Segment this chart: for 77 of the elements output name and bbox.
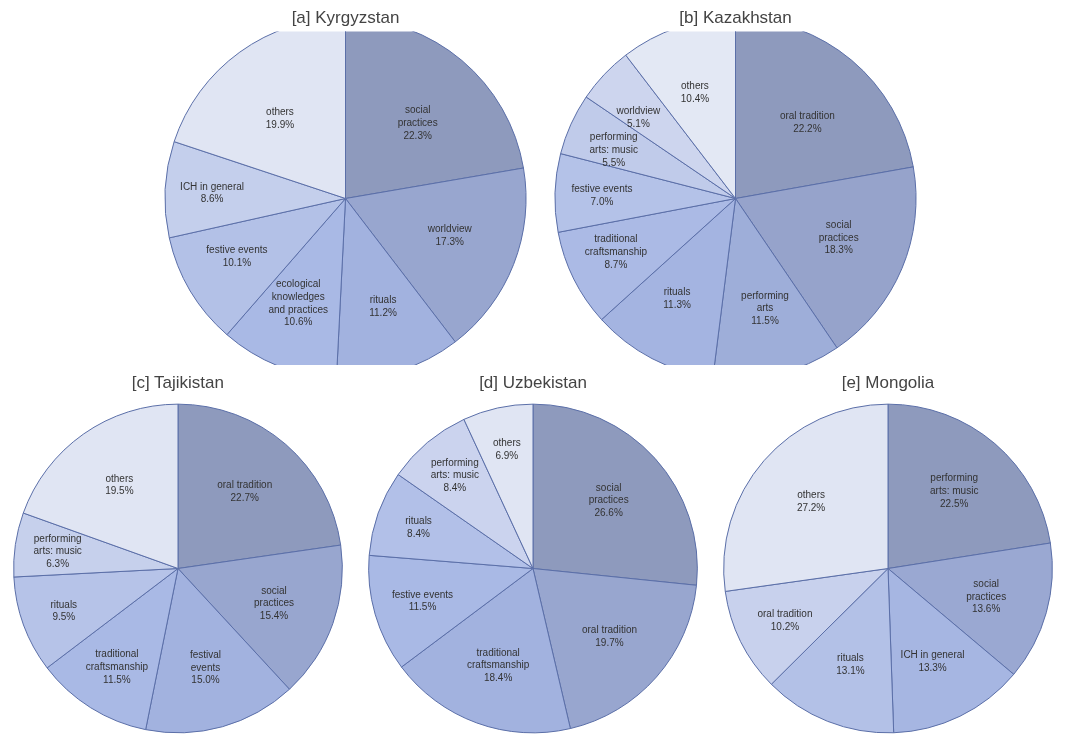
slice-label: social practices [254,584,295,609]
data-label: 8.4% [443,481,467,493]
slice-label: festive events [571,182,633,194]
slice-label: traditional craftsmanship [467,646,530,671]
slice-label: festive events [391,588,454,600]
data-label: 22.5% [940,497,969,509]
data-label: 9.5% [52,611,76,623]
data-label: 8.4% [407,528,431,540]
slice-label: others [105,472,134,484]
slice-label: social practices [397,104,438,128]
slice-label: others [266,105,294,117]
data-label: 15.4% [259,609,289,621]
slice-label: ICH in general [180,180,245,192]
data-label: 13.6% [971,603,1001,615]
data-label: 8.7% [604,258,628,270]
slice-label: ecological knowledges and practices [268,278,328,315]
chart-title: [a] Kyrgyzstan [291,7,400,27]
slice-label: worldview [615,105,662,117]
data-label: 10.2% [770,620,800,632]
slice-label: performing arts: music [33,532,82,557]
data-label: 7.0% [590,195,614,207]
data-label: 10.6% [284,316,313,328]
data-label: 13.1% [836,664,865,676]
data-label: 27.2% [796,502,826,514]
chart-title: [b] Kazakhstan [679,7,792,27]
data-label: 19.9% [265,118,295,130]
slice-label: oral tradition [581,624,638,636]
slice-label: rituals [663,286,691,298]
data-label: 6.3% [46,557,70,569]
data-label: 10.4% [680,92,710,104]
slice-label: oral tradition [779,110,835,122]
data-label: 5.1% [626,117,650,129]
slice-label: others [681,80,709,92]
chart-title: [c] Tajikistan [131,372,224,392]
data-label: 22.3% [403,129,432,141]
data-label: 17.3% [435,235,464,247]
data-label: 10.1% [222,256,252,268]
data-label: 11.2% [369,306,397,318]
slice-label: ICH in general [900,648,965,660]
slice-label: performing arts [741,289,789,314]
slice-label: rituals [837,652,864,663]
slice-label: rituals [369,294,397,306]
data-label: 5.5% [602,156,626,168]
data-label: 11.5% [751,314,779,326]
slice-label: festive events [206,244,268,256]
data-label: 26.6% [594,506,623,518]
slice-label: performing arts: music [930,472,979,497]
chart-title: [d] Uzbekistan [479,372,587,392]
slice-label: performing arts: music [430,456,479,481]
slice-label: oral tradition [757,608,813,620]
data-label: 18.3% [824,244,853,256]
data-label: 11.5% [408,601,437,613]
slice-label: oral tradition [217,479,273,491]
data-label: 19.7% [595,637,624,649]
slice-label: worldview [426,223,473,235]
slice-label: festival events [189,649,222,673]
slice-label: traditional craftsmanship [85,648,149,673]
chart-title: [e] Mongolia [841,372,935,392]
data-label: 18.4% [483,672,513,683]
slice-label: social practices [818,219,859,243]
slice-label: rituals [405,515,432,527]
slice-label: traditional craftsmanship [584,233,648,257]
slice-label: rituals [50,598,78,610]
data-label: 11.5% [103,673,131,685]
slice-label: others [492,437,521,449]
slice-label: performing arts: music [589,131,638,156]
data-label: 22.7% [230,491,259,503]
data-label: 8.6% [200,193,224,205]
data-label: 19.5% [105,485,134,497]
data-label: 11.3% [663,298,691,310]
slice-label: others [797,489,825,501]
data-label: 13.3% [918,661,947,673]
data-label: 22.2% [793,123,822,135]
slice-label: social practices [966,577,1007,602]
slice-label: social practices [588,481,629,506]
data-label: 15.0% [191,674,220,686]
data-label: 6.9% [495,449,519,461]
